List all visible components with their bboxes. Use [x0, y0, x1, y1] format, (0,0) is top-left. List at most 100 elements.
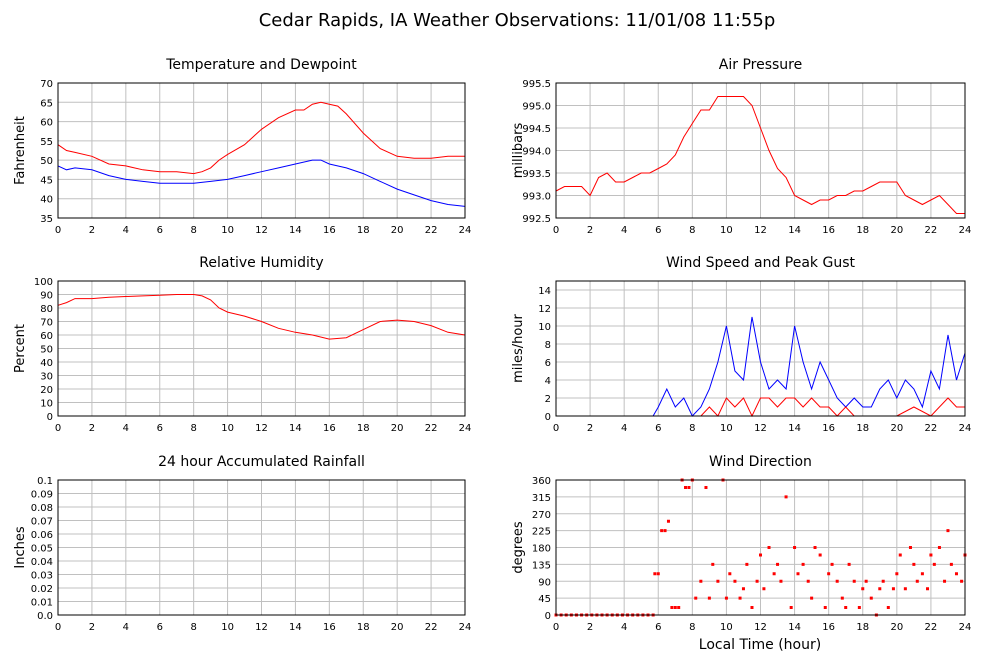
x-tick-label: 20 — [890, 423, 903, 434]
y-tick-label: 45 — [538, 594, 551, 605]
series-line-temp-1 — [57, 159, 466, 207]
x-tick-label: 2 — [89, 423, 95, 434]
y-tick-label: 4 — [545, 376, 551, 387]
x-tick-label: 16 — [323, 423, 336, 434]
x-tick-label: 12 — [754, 225, 767, 236]
y-axis-label: Fahrenheit — [13, 116, 28, 185]
x-tick-label: 22 — [425, 423, 438, 434]
direction-point — [891, 587, 895, 591]
page-title: Cedar Rapids, IA Weather Observations: 1… — [259, 10, 776, 31]
direction-point — [745, 562, 749, 566]
y-tick-label: 315 — [532, 493, 551, 504]
x-tick-label: 2 — [89, 622, 95, 633]
x-tick-label: 2 — [587, 622, 593, 633]
x-tick-label: 16 — [822, 423, 835, 434]
y-tick-label: 994.5 — [522, 124, 551, 135]
x-tick-label: 22 — [925, 423, 938, 434]
plot-frame — [57, 280, 466, 417]
x-tick-label: 20 — [391, 225, 404, 236]
direction-point — [926, 587, 930, 591]
y-axis-label: Percent — [13, 324, 28, 373]
x-tick-label: 22 — [925, 225, 938, 236]
x-tick-label: 16 — [822, 225, 835, 236]
x-tick-label: 14 — [289, 423, 302, 434]
y-tick-label: 2 — [545, 394, 551, 405]
y-tick-label: 0.03 — [31, 571, 53, 582]
direction-point — [954, 572, 958, 576]
direction-point — [827, 572, 831, 576]
x-tick-label: 12 — [754, 423, 767, 434]
y-tick-label: 360 — [532, 476, 551, 487]
y-tick-label: 20 — [40, 385, 53, 396]
x-tick-label: 24 — [459, 423, 472, 434]
series-line-temp-0 — [57, 101, 465, 175]
direction-point — [728, 572, 732, 576]
x-tick-label: 24 — [959, 622, 972, 633]
x-tick-label: 10 — [221, 423, 234, 434]
x-tick-label: 2 — [587, 423, 593, 434]
y-tick-label: 65 — [40, 98, 53, 109]
direction-point — [660, 529, 664, 533]
y-tick-label: 80 — [40, 304, 53, 315]
direction-point — [949, 562, 953, 566]
direction-point — [946, 529, 950, 533]
y-tick-label: 14 — [538, 286, 551, 297]
chart-title: 24 hour Accumulated Rainfall — [158, 454, 365, 470]
y-tick-label: 995.5 — [522, 79, 551, 90]
direction-point — [789, 606, 793, 609]
direction-point — [670, 606, 674, 609]
plot-frame — [57, 479, 466, 616]
direction-point — [673, 606, 677, 609]
y-tick-label: 0.09 — [31, 490, 53, 501]
x-axis-label: Local Time (hour) — [699, 637, 821, 653]
series-line-wind-1 — [556, 397, 965, 418]
y-tick-label: 270 — [532, 510, 551, 521]
direction-point — [656, 572, 660, 576]
x-tick-label: 2 — [89, 225, 95, 236]
y-tick-label: 12 — [538, 304, 551, 315]
y-tick-label: 0.06 — [31, 530, 53, 541]
direction-point — [653, 572, 657, 576]
direction-point — [767, 546, 771, 549]
chart-title: Wind Speed and Peak Gust — [666, 255, 855, 271]
direction-point — [699, 579, 703, 583]
series-line-pressure-0 — [555, 96, 965, 214]
direction-point — [929, 553, 933, 557]
chart-title: Relative Humidity — [199, 255, 323, 271]
y-tick-label: 0.02 — [31, 584, 53, 595]
direction-point — [738, 596, 742, 600]
y-tick-label: 0.01 — [31, 598, 53, 609]
x-tick-label: 14 — [289, 225, 302, 236]
x-tick-label: 12 — [754, 622, 767, 633]
y-tick-label: 70 — [40, 318, 53, 329]
direction-point — [813, 546, 817, 549]
y-axis-label: Inches — [13, 526, 28, 568]
x-tick-label: 8 — [689, 225, 695, 236]
direction-point — [886, 606, 890, 609]
x-tick-label: 12 — [255, 225, 268, 236]
x-tick-label: 10 — [221, 225, 234, 236]
direction-point — [912, 562, 916, 566]
y-tick-label: 0 — [47, 412, 53, 423]
direction-point — [707, 596, 711, 600]
direction-point — [716, 579, 720, 583]
y-tick-label: 40 — [40, 358, 53, 369]
direction-point — [847, 562, 851, 566]
y-tick-label: 993.0 — [522, 192, 551, 203]
direction-point — [694, 596, 698, 600]
y-tick-label: 90 — [538, 577, 551, 588]
direction-point — [666, 519, 670, 523]
y-tick-label: 50 — [40, 345, 53, 356]
x-tick-label: 12 — [255, 622, 268, 633]
x-tick-label: 18 — [856, 622, 869, 633]
x-tick-label: 14 — [289, 622, 302, 633]
x-tick-label: 6 — [655, 423, 661, 434]
y-tick-label: 993.5 — [522, 169, 551, 180]
y-tick-label: 135 — [532, 560, 551, 571]
y-tick-label: 45 — [40, 175, 53, 186]
y-tick-label: 30 — [40, 372, 53, 383]
